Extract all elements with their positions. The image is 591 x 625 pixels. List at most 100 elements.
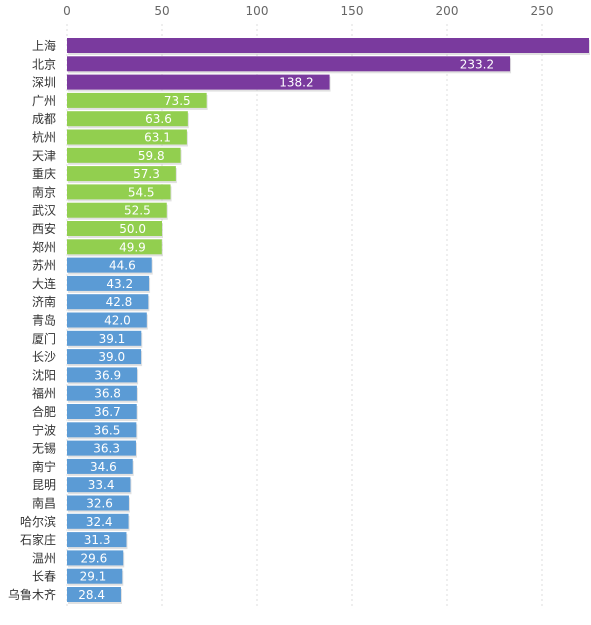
category-label: 杭州 [32, 130, 56, 145]
x-tick-label: 50 [154, 4, 169, 18]
bar [67, 184, 171, 200]
bar [67, 458, 133, 474]
value-label: 34.6 [90, 460, 117, 474]
value-label: 42.8 [106, 295, 133, 309]
bar [67, 440, 136, 456]
category-label: 南昌 [32, 496, 56, 511]
value-label: 36.7 [94, 405, 121, 419]
category-labels: 上海北京深圳广州成都杭州天津重庆南京武汉西安郑州苏州大连济南青岛厦门长沙沈阳福州… [8, 38, 56, 602]
value-label: 29.1 [80, 570, 107, 584]
value-label: 43.2 [106, 277, 133, 291]
bar [67, 111, 188, 127]
category-label: 厦门 [32, 331, 56, 346]
category-label: 哈尔滨 [20, 514, 56, 529]
category-label: 重庆 [32, 167, 56, 181]
value-label: 39.1 [99, 332, 126, 346]
category-label: 石家庄 [20, 532, 56, 547]
value-label: 59.8 [138, 149, 165, 163]
value-label: 36.8 [94, 387, 121, 401]
category-label: 南京 [32, 184, 56, 199]
bar [67, 257, 152, 273]
bar [67, 221, 162, 236]
value-label: 233.2 [460, 57, 494, 71]
category-label: 无锡 [32, 441, 56, 456]
bar [67, 568, 123, 584]
value-label: 52.5 [124, 204, 151, 218]
value-label: 73.5 [164, 94, 191, 108]
category-label: 福州 [32, 386, 56, 401]
bar [67, 312, 147, 328]
value-label: 39.0 [98, 350, 125, 364]
category-label: 济南 [32, 294, 56, 309]
value-label: 63.6 [145, 112, 172, 126]
category-label: 温州 [32, 551, 56, 565]
category-label: 苏州 [32, 259, 56, 273]
category-label: 长沙 [32, 350, 56, 364]
bar [67, 367, 138, 383]
category-label: 南宁 [32, 459, 56, 474]
category-label: 合肥 [32, 404, 56, 419]
bar [67, 404, 137, 419]
category-label: 青岛 [32, 313, 56, 328]
category-label: 昆明 [32, 478, 56, 492]
bar [67, 147, 181, 163]
bar [67, 202, 167, 218]
value-label: 36.9 [94, 368, 121, 382]
value-label: 138.2 [279, 76, 313, 90]
value-label: 54.5 [128, 185, 155, 199]
bar [67, 477, 131, 493]
x-axis-ticks: 0 50 100 150 200 250 [63, 4, 553, 18]
value-label: 50.0 [119, 222, 146, 236]
bar [67, 166, 176, 182]
bar [67, 129, 187, 145]
bar [67, 330, 142, 346]
bar [67, 532, 127, 548]
bar [67, 349, 142, 365]
category-label: 长春 [32, 570, 56, 584]
bar [67, 587, 121, 602]
bar [67, 92, 207, 108]
bar [67, 38, 589, 53]
bar [67, 294, 149, 310]
category-label: 武汉 [32, 204, 56, 218]
value-label: 63.1 [144, 131, 171, 145]
value-labels: 233.2 138.2 73.5 63.6 63.1 59.8 57.3 54.5 52.5 50… [78, 57, 494, 602]
category-label: 乌鲁木齐 [8, 587, 56, 602]
category-label: 郑州 [32, 239, 56, 254]
value-label: 44.6 [109, 259, 136, 273]
bar [67, 550, 124, 566]
x-tick-label: 250 [531, 4, 554, 18]
bar [67, 275, 150, 291]
category-label: 成都 [32, 112, 56, 126]
category-label: 上海 [32, 38, 56, 53]
category-label: 沈阳 [32, 367, 56, 382]
bar [67, 495, 129, 511]
value-label: 42.0 [104, 314, 131, 328]
value-label: 32.4 [86, 515, 113, 529]
category-label: 深圳 [32, 76, 56, 90]
bar [67, 239, 162, 255]
category-label: 西安 [32, 221, 56, 236]
value-label: 33.4 [88, 478, 115, 492]
x-tick-label: 200 [436, 4, 459, 18]
x-tick-label: 100 [246, 4, 269, 18]
category-label: 北京 [32, 57, 56, 71]
category-label: 天津 [32, 149, 56, 163]
value-label: 32.6 [86, 497, 113, 511]
bars [67, 38, 590, 604]
category-label: 大连 [32, 276, 56, 291]
value-label: 57.3 [133, 167, 160, 181]
value-label: 36.5 [94, 423, 121, 437]
bar [67, 422, 137, 438]
x-tick-label: 150 [341, 4, 364, 18]
category-label: 广州 [32, 94, 56, 108]
bar [67, 74, 330, 90]
value-label: 49.9 [119, 240, 146, 254]
bar [67, 385, 137, 401]
category-label: 宁波 [32, 422, 56, 437]
value-label: 28.4 [78, 588, 105, 602]
value-label: 36.3 [93, 442, 120, 456]
value-label: 31.3 [84, 533, 111, 547]
value-label: 29.6 [81, 551, 108, 565]
